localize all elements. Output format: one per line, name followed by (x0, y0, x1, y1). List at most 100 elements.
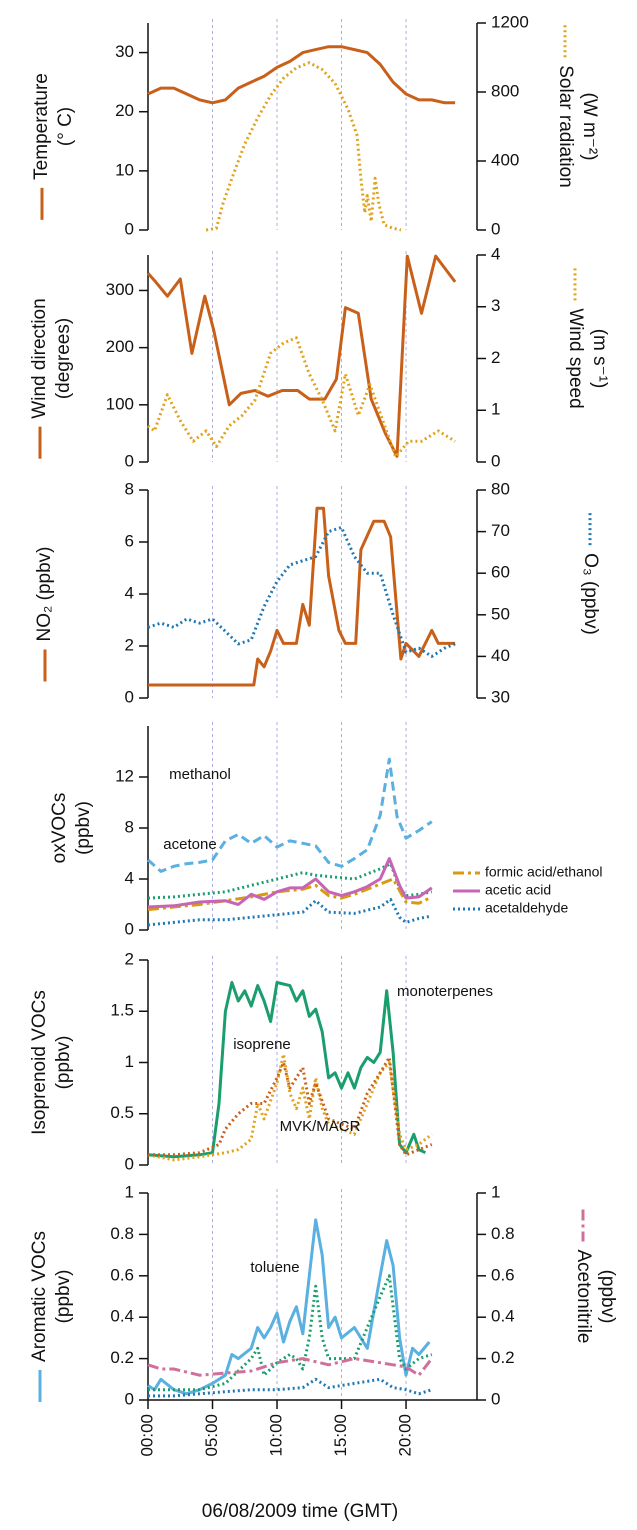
series-label: MVK/MACR (280, 1118, 361, 1135)
y-tick-label: 0 (125, 919, 134, 938)
axis-label-line: O₃ (ppbv) (580, 553, 601, 635)
y-tick-label: 0.8 (110, 1224, 134, 1243)
axis-label: Wind direction (degrees) (29, 298, 74, 459)
series-line (147, 1052, 433, 1162)
y-tick-label: 2 (125, 949, 134, 968)
series-label: toluene (250, 1259, 299, 1276)
axis-label: Temperature (° C) (31, 73, 76, 220)
axis-label-line: Wind speed (565, 308, 586, 408)
y2-tick-label: 40 (491, 646, 510, 665)
y-tick-label: 1 (125, 1182, 134, 1201)
series-line (147, 757, 433, 873)
y2-tick-label: 0.4 (491, 1307, 515, 1326)
y2-tick-label: 50 (491, 604, 510, 623)
x-tick-label: 00:00 (137, 1414, 156, 1457)
y2-tick-label: 3 (491, 296, 500, 315)
series-label: methanol (169, 766, 231, 783)
y-tick-label: 8 (125, 817, 134, 836)
y-tick-label: 0 (125, 219, 134, 238)
series-line (147, 1218, 431, 1396)
axis-label-line: (m s⁻¹) (589, 329, 610, 389)
series-line (147, 1357, 433, 1377)
series-line (146, 254, 457, 458)
series-line (148, 506, 456, 687)
series-line (147, 45, 456, 105)
series-line (147, 877, 433, 912)
axis-label: Isoprenoid VOCs (ppbv) (29, 990, 74, 1135)
y-tick-label: 0 (125, 687, 134, 706)
axis-label-line: (ppbv) (53, 1270, 74, 1324)
y2-tick-label: 0.8 (491, 1224, 515, 1243)
y-tick-label: 0 (125, 451, 134, 470)
y-tick-label: 300 (106, 280, 134, 299)
y2-tick-label: 1 (491, 1182, 500, 1201)
axis-label: oxVOCs (ppbv) (49, 793, 94, 864)
y2-tick-label: 800 (491, 81, 519, 100)
y2-tick-label: 4 (491, 244, 500, 263)
y-tick-label: 1 (125, 1052, 134, 1071)
axis-label-line: Acetonitrile (573, 1250, 594, 1344)
axis-label-line: (degrees) (53, 318, 74, 399)
y-tick-label: 4 (125, 868, 134, 887)
y-tick-label: 2 (125, 635, 134, 654)
axis-label-line: (ppbv) (73, 801, 94, 855)
legend-label: acetic acid (485, 882, 551, 898)
y2-tick-label: 1 (491, 400, 500, 419)
axis-label-line: oxVOCs (49, 793, 70, 864)
x-axis-label: 06/08/2009 time (GMT) (202, 1501, 398, 1522)
y2-tick-label: 30 (491, 687, 510, 706)
series-line (147, 857, 433, 909)
y2-tick-label: 0 (491, 1389, 500, 1408)
y2-tick-label: 0.6 (491, 1265, 515, 1284)
series-line (148, 1274, 433, 1392)
axis-label-line: (W m⁻²) (579, 92, 600, 160)
series-line (147, 981, 427, 1159)
legend-label: acetaldehyde (485, 900, 569, 916)
y-tick-label: 0 (125, 1389, 134, 1408)
series-line (205, 61, 402, 232)
axis-label-line: Wind direction (29, 298, 50, 418)
axis-label-line: (° C) (55, 107, 76, 146)
x-tick-label: 15:00 (331, 1414, 350, 1457)
y2-tick-label: 0 (491, 219, 500, 238)
legend-label: formic acid/ethanol (485, 864, 603, 880)
y-tick-label: 0.5 (110, 1103, 134, 1122)
series-label: monoterpenes (397, 983, 493, 1000)
y-tick-label: 0 (125, 1154, 134, 1173)
y2-tick-label: 0 (491, 451, 500, 470)
axis-label: Wind speed (m s⁻¹) (565, 268, 610, 409)
y-tick-label: 8 (125, 479, 134, 498)
y-tick-label: 12 (115, 766, 134, 785)
axis-label: Aromatic VOCs (ppbv) (29, 1231, 74, 1402)
x-tick-label: 05:00 (202, 1414, 221, 1457)
series-line (147, 897, 433, 927)
y-tick-label: 4 (125, 583, 134, 602)
y2-tick-label: 2 (491, 348, 500, 367)
y-tick-label: 200 (106, 337, 134, 356)
series-line (148, 1055, 433, 1157)
y-tick-label: 0.2 (110, 1348, 134, 1367)
y-tick-label: 30 (115, 42, 134, 61)
axis-label-line: Solar radiation (555, 65, 576, 188)
y2-tick-label: 70 (491, 521, 510, 540)
axis-label-line: Aromatic VOCs (29, 1231, 50, 1362)
x-tick-label: 20:00 (396, 1414, 415, 1457)
series-label: acetone (163, 836, 216, 853)
series-line (148, 1377, 433, 1398)
x-tick-label: 10:00 (267, 1414, 286, 1457)
y2-tick-label: 400 (491, 150, 519, 169)
series-line (147, 525, 456, 658)
axis-label-line: NO₂ (ppbv) (34, 546, 55, 641)
y-tick-label: 1.5 (110, 1001, 134, 1020)
y2-tick-label: 0.2 (491, 1348, 515, 1367)
series-line (147, 336, 456, 459)
axis-label: Solar radiation (W m⁻²) (555, 25, 600, 188)
axis-label: Acetonitrile (ppbv) (573, 1209, 618, 1344)
axis-label-line: Isoprenoid VOCs (29, 990, 50, 1135)
axis-label-line: (ppbv) (53, 1036, 74, 1090)
y-tick-label: 0.4 (110, 1307, 134, 1326)
y2-tick-label: 1200 (491, 12, 529, 31)
y-tick-label: 0.6 (110, 1265, 134, 1284)
